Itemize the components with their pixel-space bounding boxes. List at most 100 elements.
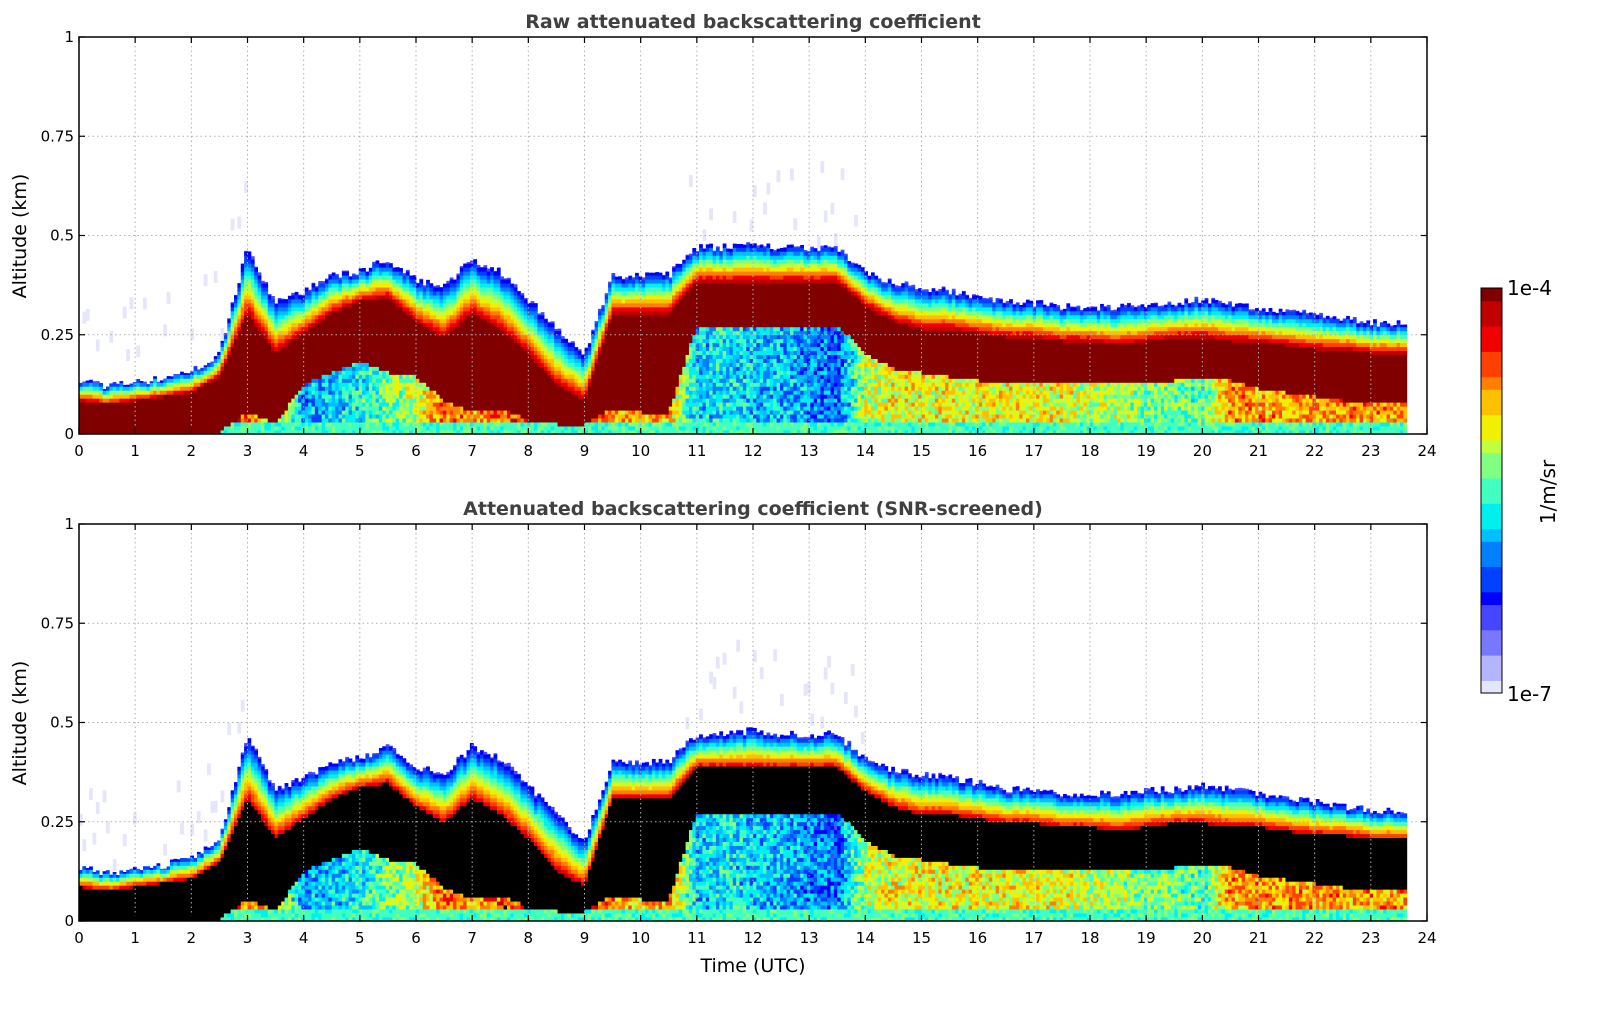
heatmap-cell <box>250 310 255 316</box>
heatmap-cell <box>405 334 410 340</box>
heatmap-cell <box>244 386 248 391</box>
heatmap-cell <box>250 287 255 292</box>
heatmap-cell <box>375 374 380 379</box>
heatmap-cell <box>362 398 366 403</box>
heatmap-cell <box>281 326 285 332</box>
heatmap-cell <box>301 310 306 316</box>
heatmap-cell <box>537 354 542 359</box>
heatmap-cell <box>294 299 299 304</box>
heatmap-cell <box>483 374 488 379</box>
heatmap-cell <box>321 430 326 435</box>
heatmap-cell <box>274 322 279 328</box>
heatmap-cell <box>577 370 582 375</box>
heatmap-cell <box>577 374 582 379</box>
heatmap-cell <box>335 346 339 352</box>
heatmap-cell <box>466 283 471 288</box>
heatmap-cell <box>365 402 370 407</box>
heatmap-cell <box>557 370 562 375</box>
heatmap-cell <box>409 326 414 332</box>
heatmap-cell <box>287 370 292 375</box>
heatmap-cell <box>426 406 430 411</box>
heatmap-cell <box>469 330 474 336</box>
heatmap-column <box>183 373 188 435</box>
heatmap-cell <box>230 418 235 423</box>
heatmap-cell <box>250 406 255 411</box>
heatmap-cell <box>389 386 393 391</box>
heatmap-cell <box>392 275 397 280</box>
heatmap-cell <box>490 406 494 411</box>
heatmap-cell <box>257 378 262 383</box>
heatmap-cell <box>422 418 427 423</box>
heatmap-column <box>126 349 130 435</box>
heatmap-cell <box>119 430 124 435</box>
heatmap-cell <box>116 430 120 435</box>
heatmap-cell <box>318 330 323 336</box>
heatmap-cell <box>459 394 464 399</box>
heatmap-cell <box>291 292 296 296</box>
heatmap-cell <box>139 430 144 435</box>
heatmap-cell <box>321 338 326 344</box>
heatmap-cell <box>473 346 478 352</box>
heatmap-cell <box>395 326 400 332</box>
heatmap-cell <box>227 342 232 348</box>
heatmap-cell <box>392 426 397 431</box>
heatmap-cell <box>180 386 184 391</box>
heatmap-cell <box>466 382 471 387</box>
heatmap-cell <box>574 354 579 359</box>
heatmap-cell <box>345 374 349 379</box>
heatmap-cell <box>193 378 198 383</box>
heatmap-column <box>207 362 211 435</box>
heatmap-cell <box>480 398 484 403</box>
heatmap-cell <box>476 338 481 344</box>
heatmap-cell <box>314 334 319 340</box>
heatmap-cell <box>405 370 410 375</box>
heatmap-cell <box>250 279 255 284</box>
heatmap-cell <box>264 326 269 332</box>
heatmap-cell <box>523 414 528 419</box>
heatmap-cell <box>587 346 592 352</box>
heatmap-cell <box>533 350 538 355</box>
heatmap-cell <box>405 322 410 328</box>
heatmap-cell <box>510 378 515 383</box>
heatmap-cell <box>237 410 242 415</box>
heatmap-cell <box>254 271 259 276</box>
heatmap-cell <box>318 314 323 320</box>
heatmap-cell <box>240 350 245 355</box>
heatmap-cell <box>591 390 596 395</box>
heatmap-cell <box>389 378 393 383</box>
heatmap-cell <box>351 390 356 395</box>
heatmap-cell <box>577 378 582 383</box>
heatmap-cell <box>530 386 535 391</box>
heatmap-cell <box>395 346 400 352</box>
heatmap-cell <box>486 268 491 272</box>
heatmap-cell <box>301 358 306 363</box>
heatmap-cell <box>257 279 262 284</box>
heatmap-cell <box>402 314 407 320</box>
heatmap-cell <box>372 358 376 363</box>
heatmap-cell <box>584 386 589 391</box>
heatmap-cell <box>466 267 471 272</box>
heatmap-cell <box>547 346 552 352</box>
heatmap-cell <box>335 291 339 296</box>
heatmap-cell <box>594 422 599 427</box>
heatmap-cell <box>513 334 518 340</box>
heatmap-cell <box>166 382 171 387</box>
heatmap-column <box>217 351 221 435</box>
heatmap-cell <box>493 318 498 324</box>
heatmap-cell <box>486 362 491 367</box>
heatmap-cell <box>382 338 387 344</box>
heatmap-cell <box>557 390 562 395</box>
heatmap-cell <box>567 398 572 403</box>
heatmap-cell <box>190 378 194 383</box>
heatmap-cell <box>486 426 491 431</box>
heatmap-cell <box>382 306 387 312</box>
heatmap-cell <box>234 402 238 407</box>
heatmap-cell <box>446 318 451 324</box>
heatmap-cell <box>463 334 467 340</box>
heatmap-cell <box>287 306 292 312</box>
heatmap-cell <box>459 378 464 383</box>
heatmap-cell <box>301 378 306 383</box>
heatmap-cell <box>392 362 397 367</box>
heatmap-cell <box>378 275 383 280</box>
heatmap-cell <box>432 362 437 367</box>
